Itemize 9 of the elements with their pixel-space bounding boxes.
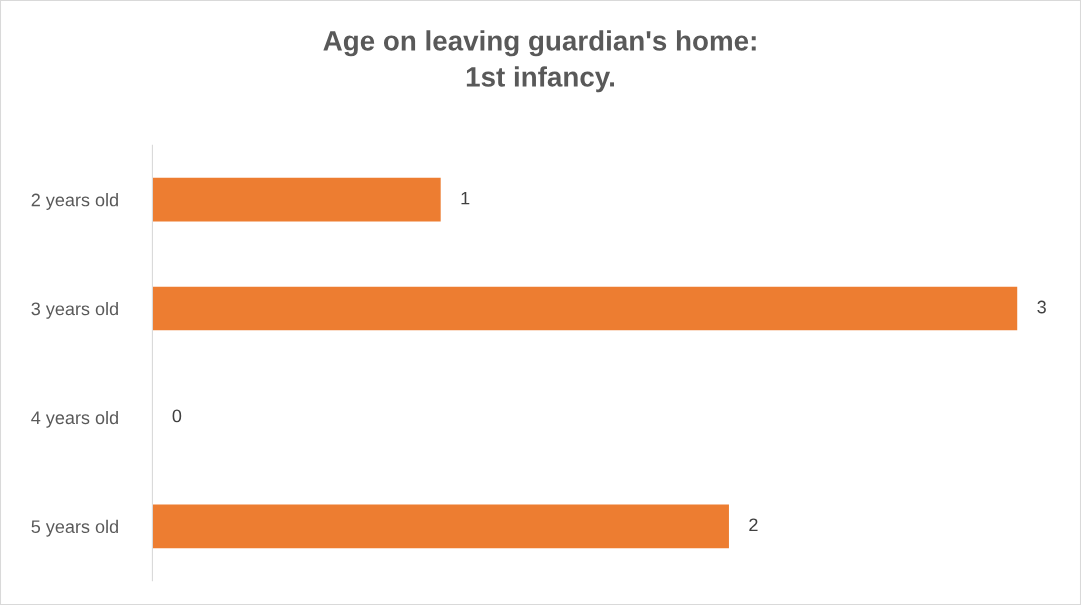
data-label: 2	[749, 518, 758, 532]
y-tick-label: 5 years old	[31, 519, 118, 537]
y-tick-label: 4 years old	[31, 410, 118, 428]
data-label: 0	[172, 409, 182, 423]
y-tick-label: 2 years old	[31, 193, 118, 210]
y-tick-label: 3 years old	[31, 302, 118, 319]
chart-title: Age on leaving guardian's home: 1st infancy.	[323, 30, 756, 93]
data-label: 3	[1037, 300, 1046, 314]
data-label: 1	[461, 191, 470, 205]
